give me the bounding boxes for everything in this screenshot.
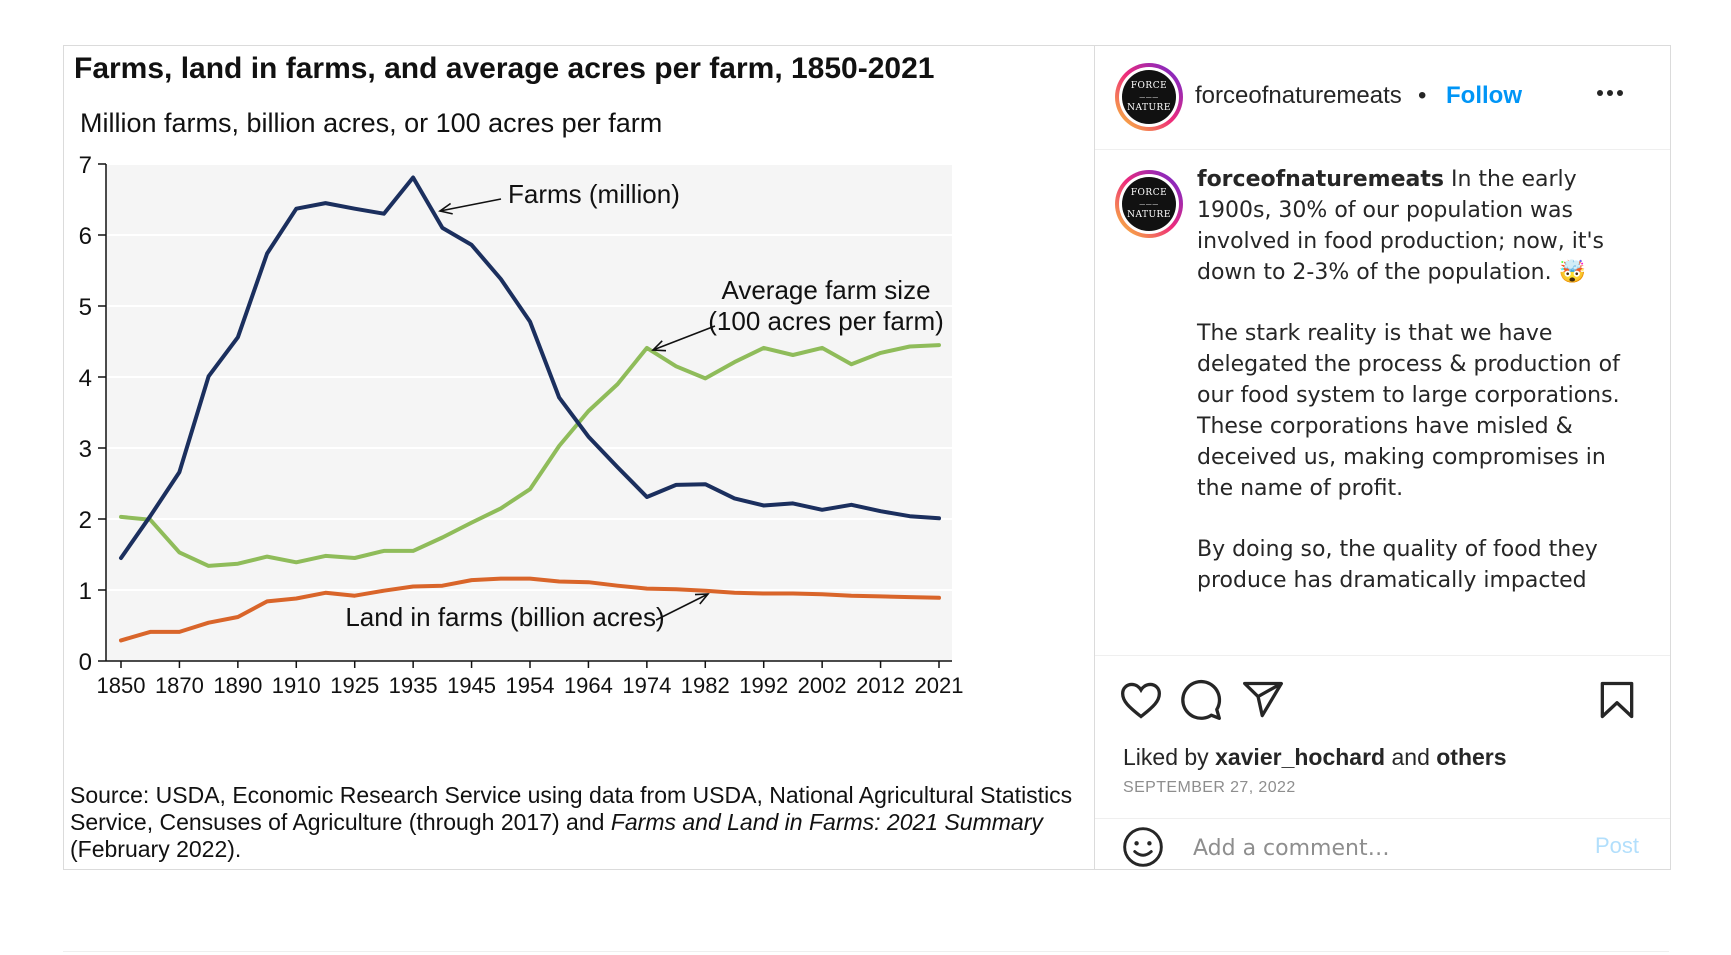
post-actions: Liked by xavier_hochard and others SEPTE… — [1095, 656, 1670, 816]
plot-area — [106, 164, 952, 661]
x-tick-label: 2021 — [915, 673, 964, 698]
y-tick-label: 7 — [79, 152, 92, 179]
avatar-text: FORCE — [1130, 187, 1168, 198]
annotation-label: (100 acres per farm) — [708, 306, 944, 336]
series-line — [119, 343, 941, 568]
source-italic: Farms and Land in Farms: 2021 Summary — [610, 809, 1043, 835]
x-tick-label: 1925 — [330, 673, 379, 698]
x-tick-label: 1870 — [155, 673, 204, 698]
annotation-arrow — [652, 325, 716, 351]
page-divider — [63, 951, 1669, 952]
annotation-label: Land in farms (billion acres) — [345, 602, 664, 632]
avatar-logo: FORCE ——— NATURE — [1122, 70, 1176, 124]
y-tick-label: 1 — [79, 578, 92, 605]
comment-row: Post — [1095, 818, 1670, 870]
annotation-arrow — [439, 198, 502, 212]
source-text: Source: USDA, Economic Research Service … — [70, 782, 1073, 835]
post-side-panel: FORCE ——— NATURE forceofnaturemeats • Foll… — [1095, 46, 1670, 869]
liked-and: and — [1385, 744, 1437, 770]
chart-title: Farms, land in farms, and average acres … — [74, 52, 935, 85]
likes-summary: Liked by xavier_hochard and others — [1123, 744, 1507, 771]
x-tick-label: 1935 — [389, 673, 438, 698]
annotation-label: Average farm size — [721, 275, 930, 305]
liked-user-link[interactable]: xavier_hochard — [1215, 744, 1386, 770]
avatar[interactable]: FORCE ——— NATURE — [1115, 63, 1183, 131]
share-icon[interactable] — [1241, 678, 1285, 722]
x-tick-label: 1910 — [272, 673, 321, 698]
y-tick-label: 0 — [79, 649, 92, 676]
annotation-arrow — [655, 593, 709, 621]
avatar-text-2: NATURE — [1127, 209, 1171, 220]
follow-button[interactable]: Follow — [1446, 82, 1522, 109]
separator-dot: • — [1418, 82, 1427, 109]
caption-paragraph-3: By doing so, the quality of food they pr… — [1197, 537, 1598, 593]
avatar-logo: FORCE ——— NATURE — [1122, 177, 1176, 231]
post-image: 0 1 2 3 4 5 6 7 1850 1870 1890 1910 1925 1935 1945 1954… — [64, 46, 1094, 869]
chart-subtitle: Million farms, billion acres, or 100 acr… — [80, 108, 663, 138]
y-tick-label: 2 — [79, 507, 92, 534]
caption-username[interactable]: forceofnaturemeats — [1197, 167, 1444, 192]
series-line — [119, 175, 941, 560]
x-tick-label: 1945 — [447, 673, 496, 698]
x-tick-label: 1850 — [97, 673, 146, 698]
y-tick-label: 4 — [79, 365, 92, 392]
post-date[interactable]: SEPTEMBER 27, 2022 — [1123, 779, 1296, 796]
x-tick-label: 1890 — [213, 673, 262, 698]
caption-area[interactable]: FORCE ——— NATURE forceofnaturemeats In the… — [1095, 150, 1670, 656]
y-tick-label: 3 — [79, 436, 92, 463]
avatar-text-2: NATURE — [1127, 102, 1171, 113]
header-username[interactable]: forceofnaturemeats — [1195, 82, 1402, 109]
source-suffix: (February 2022). — [70, 836, 242, 862]
comment-input[interactable] — [1191, 827, 1575, 869]
instagram-post-card: 0 1 2 3 4 5 6 7 1850 1870 1890 1910 1925 1935 1945 1954… — [63, 45, 1671, 870]
series-line — [119, 576, 941, 643]
liked-others-link[interactable]: others — [1436, 744, 1507, 770]
x-tick-label: 2012 — [856, 673, 905, 698]
panel-divider — [1094, 46, 1095, 869]
x-tick-label: 2002 — [798, 673, 847, 698]
post-comment-button[interactable]: Post — [1595, 833, 1640, 858]
emoji-icon[interactable] — [1121, 825, 1165, 869]
y-tick-label: 6 — [79, 223, 92, 250]
x-tick-label: 1974 — [622, 673, 671, 698]
chart: 0 1 2 3 4 5 6 7 1850 1870 1890 1910 1925 1935 1945 1954… — [79, 152, 964, 698]
more-icon — [1597, 90, 1603, 96]
annotation-arrowhead — [438, 202, 453, 215]
post-header: FORCE ——— NATURE forceofnaturemeats • Foll… — [1095, 46, 1670, 150]
annotation-label: Farms (million) — [508, 179, 680, 209]
annotation-arrowhead — [651, 340, 667, 352]
y-tick-label: 5 — [79, 294, 92, 321]
avatar-text: FORCE — [1130, 80, 1168, 91]
caption-text: forceofnaturemeats In the early 1900s, 3… — [1197, 164, 1637, 626]
heart-icon[interactable] — [1119, 678, 1163, 722]
caption-paragraph-1: In the early 1900s, 30% of our populatio… — [1197, 167, 1604, 285]
x-tick-label: 1954 — [506, 673, 555, 698]
liked-prefix: Liked by — [1123, 744, 1216, 770]
comment-icon[interactable] — [1179, 678, 1223, 722]
more-options-button[interactable] — [1595, 76, 1635, 106]
caption-paragraph-2: The stark reality is that we have delega… — [1197, 321, 1620, 501]
x-tick-label: 1982 — [681, 673, 730, 698]
chart-source: Source: USDA, Economic Research Service … — [70, 782, 1080, 863]
x-tick-label: 1992 — [739, 673, 788, 698]
bookmark-icon[interactable] — [1595, 678, 1639, 722]
x-tick-label: 1964 — [564, 673, 613, 698]
annotation-arrowhead — [694, 593, 710, 605]
caption-avatar[interactable]: FORCE ——— NATURE — [1115, 170, 1183, 238]
